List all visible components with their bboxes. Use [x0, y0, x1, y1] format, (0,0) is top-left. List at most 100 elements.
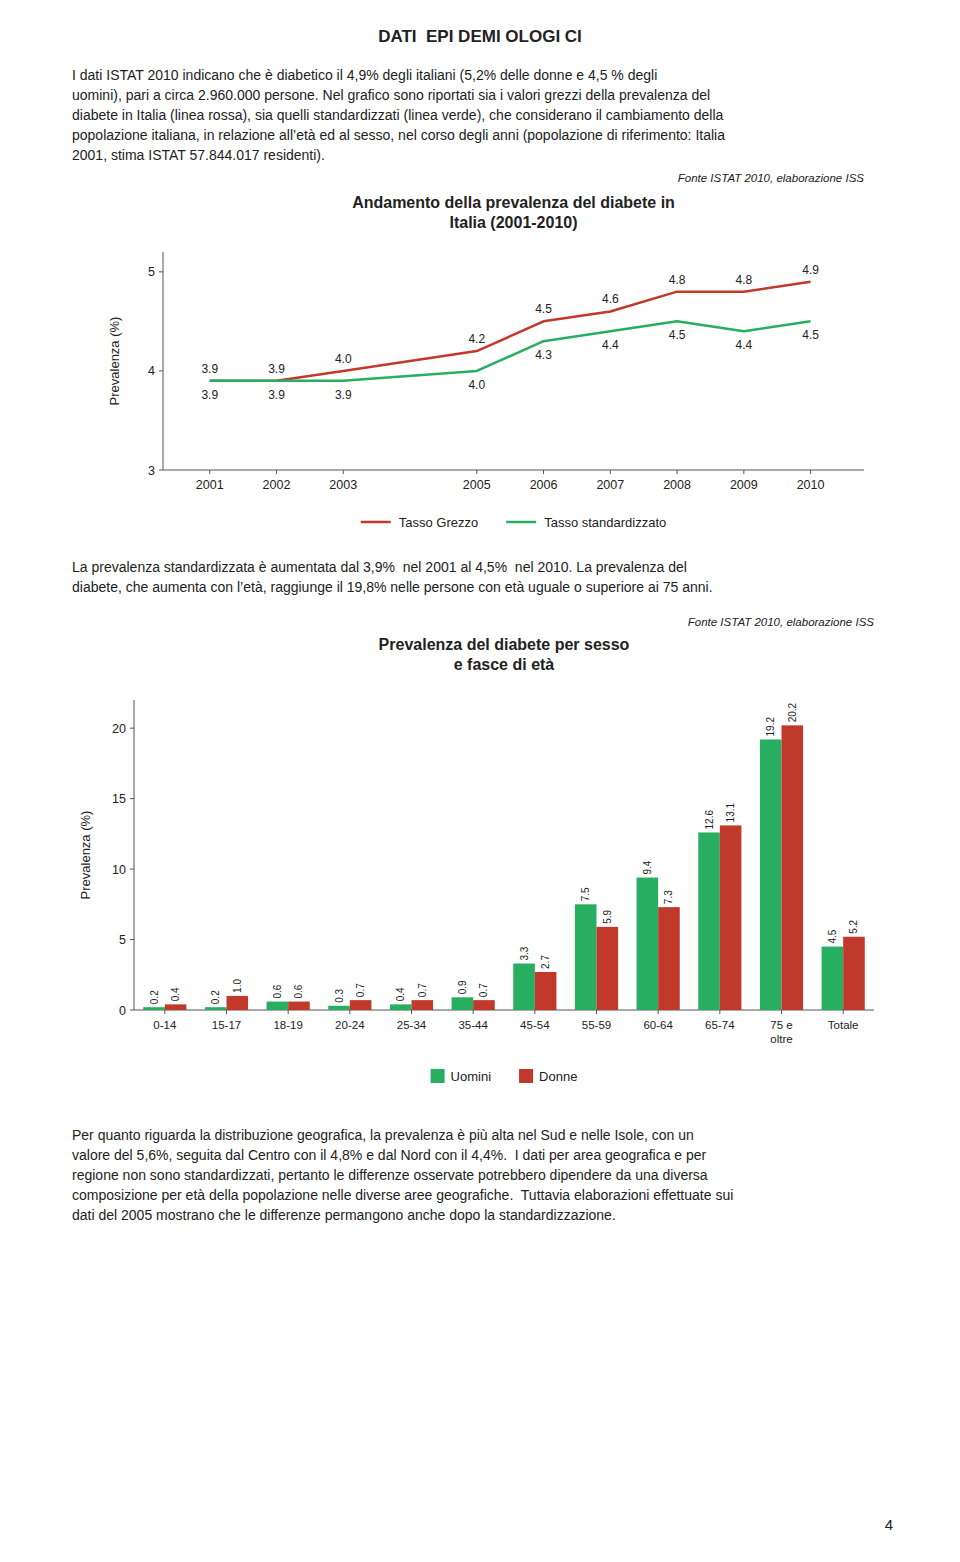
x-tick-label: 15-17	[212, 1019, 241, 1031]
bottom-text-line: composizione per età della popolazione n…	[72, 1187, 733, 1203]
y-tick	[159, 370, 163, 371]
x-tick	[343, 470, 344, 474]
data-label: 9.4	[642, 860, 653, 874]
y-tick-label: 10	[112, 863, 126, 877]
bar	[698, 832, 720, 1010]
bar	[452, 997, 474, 1010]
data-label: 19.2	[765, 717, 776, 737]
data-label: 5.2	[848, 919, 859, 933]
chart-title: Prevalenza del diabete per sessoe fasce …	[379, 636, 630, 673]
y-tick-label: 5	[148, 265, 155, 279]
data-label: 0.4	[170, 987, 181, 1001]
plot-marks	[210, 282, 811, 381]
data-label: 1.0	[232, 979, 243, 993]
x-tick-label: 20-24	[335, 1019, 365, 1031]
y-axis-line	[163, 252, 164, 470]
y-tick-label: 15	[112, 792, 126, 806]
bar	[328, 1006, 350, 1010]
bar	[782, 725, 804, 1010]
legend-swatch	[431, 1069, 445, 1083]
data-label: 4.0	[335, 352, 352, 366]
data-label: 4.6	[602, 292, 619, 306]
data-label: 0.7	[417, 983, 428, 997]
data-label: 0.7	[355, 983, 366, 997]
x-tick-label: 55-59	[582, 1019, 611, 1031]
legend: UominiDonne	[431, 1069, 578, 1084]
source-note: Fonte ISTAT 2010, elaborazione ISS	[688, 616, 875, 628]
x-tick	[610, 470, 611, 474]
data-label: 4.5	[669, 328, 686, 342]
data-label: 13.1	[725, 803, 736, 823]
bar	[597, 927, 619, 1010]
chart-title-line: Andamento della prevalenza del diabete i…	[352, 194, 675, 211]
data-label: 3.9	[335, 388, 352, 402]
x-tick-label: 0-14	[153, 1019, 177, 1031]
x-tick	[164, 1010, 165, 1014]
x-tick	[719, 1010, 720, 1014]
y-axis-line	[134, 700, 135, 1010]
bar	[658, 907, 680, 1010]
legend-label: Tasso Grezzo	[399, 515, 478, 530]
x-tick	[226, 1010, 227, 1014]
x-tick	[411, 1010, 412, 1014]
x-tick-label: 2003	[329, 478, 357, 492]
data-label: 4.5	[535, 302, 552, 316]
x-axis-line	[163, 470, 864, 471]
x-tick	[781, 1010, 782, 1014]
x-tick	[349, 1010, 350, 1014]
legend: Tasso Grezzo Tasso standardizzato	[361, 515, 667, 530]
data-label: 4.0	[468, 378, 485, 392]
bottom-text-line: regione non sono standardizzati, pertant…	[72, 1167, 708, 1183]
y-tick	[159, 271, 163, 272]
y-tick	[130, 939, 134, 940]
bar	[637, 878, 659, 1010]
source-note: Fonte ISTAT 2010, elaborazione ISS	[678, 172, 865, 184]
bar	[473, 1000, 495, 1010]
data-label: 0.2	[210, 990, 221, 1004]
data-label: 3.9	[268, 388, 285, 402]
bar	[267, 1002, 289, 1010]
y-tick	[159, 470, 163, 471]
x-tick	[473, 1010, 474, 1014]
x-tick-label: 60-64	[643, 1019, 673, 1031]
y-tick-label: 20	[112, 722, 126, 736]
bar	[227, 996, 249, 1010]
data-label: 4.2	[468, 332, 485, 346]
data-label: 0.6	[293, 984, 304, 998]
line-chart: Fonte ISTAT 2010, elaborazione ISSAndame…	[107, 172, 864, 530]
bar	[575, 904, 597, 1010]
x-tick-label: 75 eoltre	[770, 1019, 792, 1045]
bar	[350, 1000, 372, 1010]
x-tick-label: 25-34	[397, 1019, 427, 1031]
bar	[843, 937, 865, 1010]
bar	[165, 1004, 187, 1010]
data-label: 4.4	[602, 338, 619, 352]
y-axis-label: Prevalenza (%)	[107, 317, 122, 406]
data-label: 2.7	[540, 955, 551, 969]
bar	[822, 947, 844, 1010]
legend-swatch	[361, 521, 391, 524]
data-label: 0.7	[478, 983, 489, 997]
bar	[513, 964, 535, 1011]
bar	[143, 1007, 165, 1010]
x-tick-label: 2001	[196, 478, 224, 492]
legend-label: Uomini	[451, 1069, 492, 1084]
data-label: 7.5	[580, 887, 591, 901]
legend-label: Tasso standardizzato	[544, 515, 666, 530]
x-tick	[677, 470, 678, 474]
legend-swatch	[506, 521, 536, 524]
intro-line: I dati ISTAT 2010 indicano che è diabeti…	[72, 67, 657, 83]
bar	[760, 739, 782, 1010]
series-line	[210, 282, 811, 381]
x-tick	[543, 470, 544, 474]
x-tick-label: 2002	[263, 478, 291, 492]
data-label: 20.2	[787, 702, 798, 722]
y-tick	[130, 869, 134, 870]
chart-title-line: Italia (2001-2010)	[449, 214, 577, 231]
mid-text-line: La prevalenza standardizzata è aumentata…	[72, 559, 687, 575]
x-tick-label: 35-44	[458, 1019, 488, 1031]
bottom-text-line: dati del 2005 mostrano che le differenze…	[72, 1207, 616, 1223]
y-tick	[130, 1010, 134, 1011]
x-tick	[843, 1010, 844, 1014]
data-label: 4.5	[802, 328, 819, 342]
